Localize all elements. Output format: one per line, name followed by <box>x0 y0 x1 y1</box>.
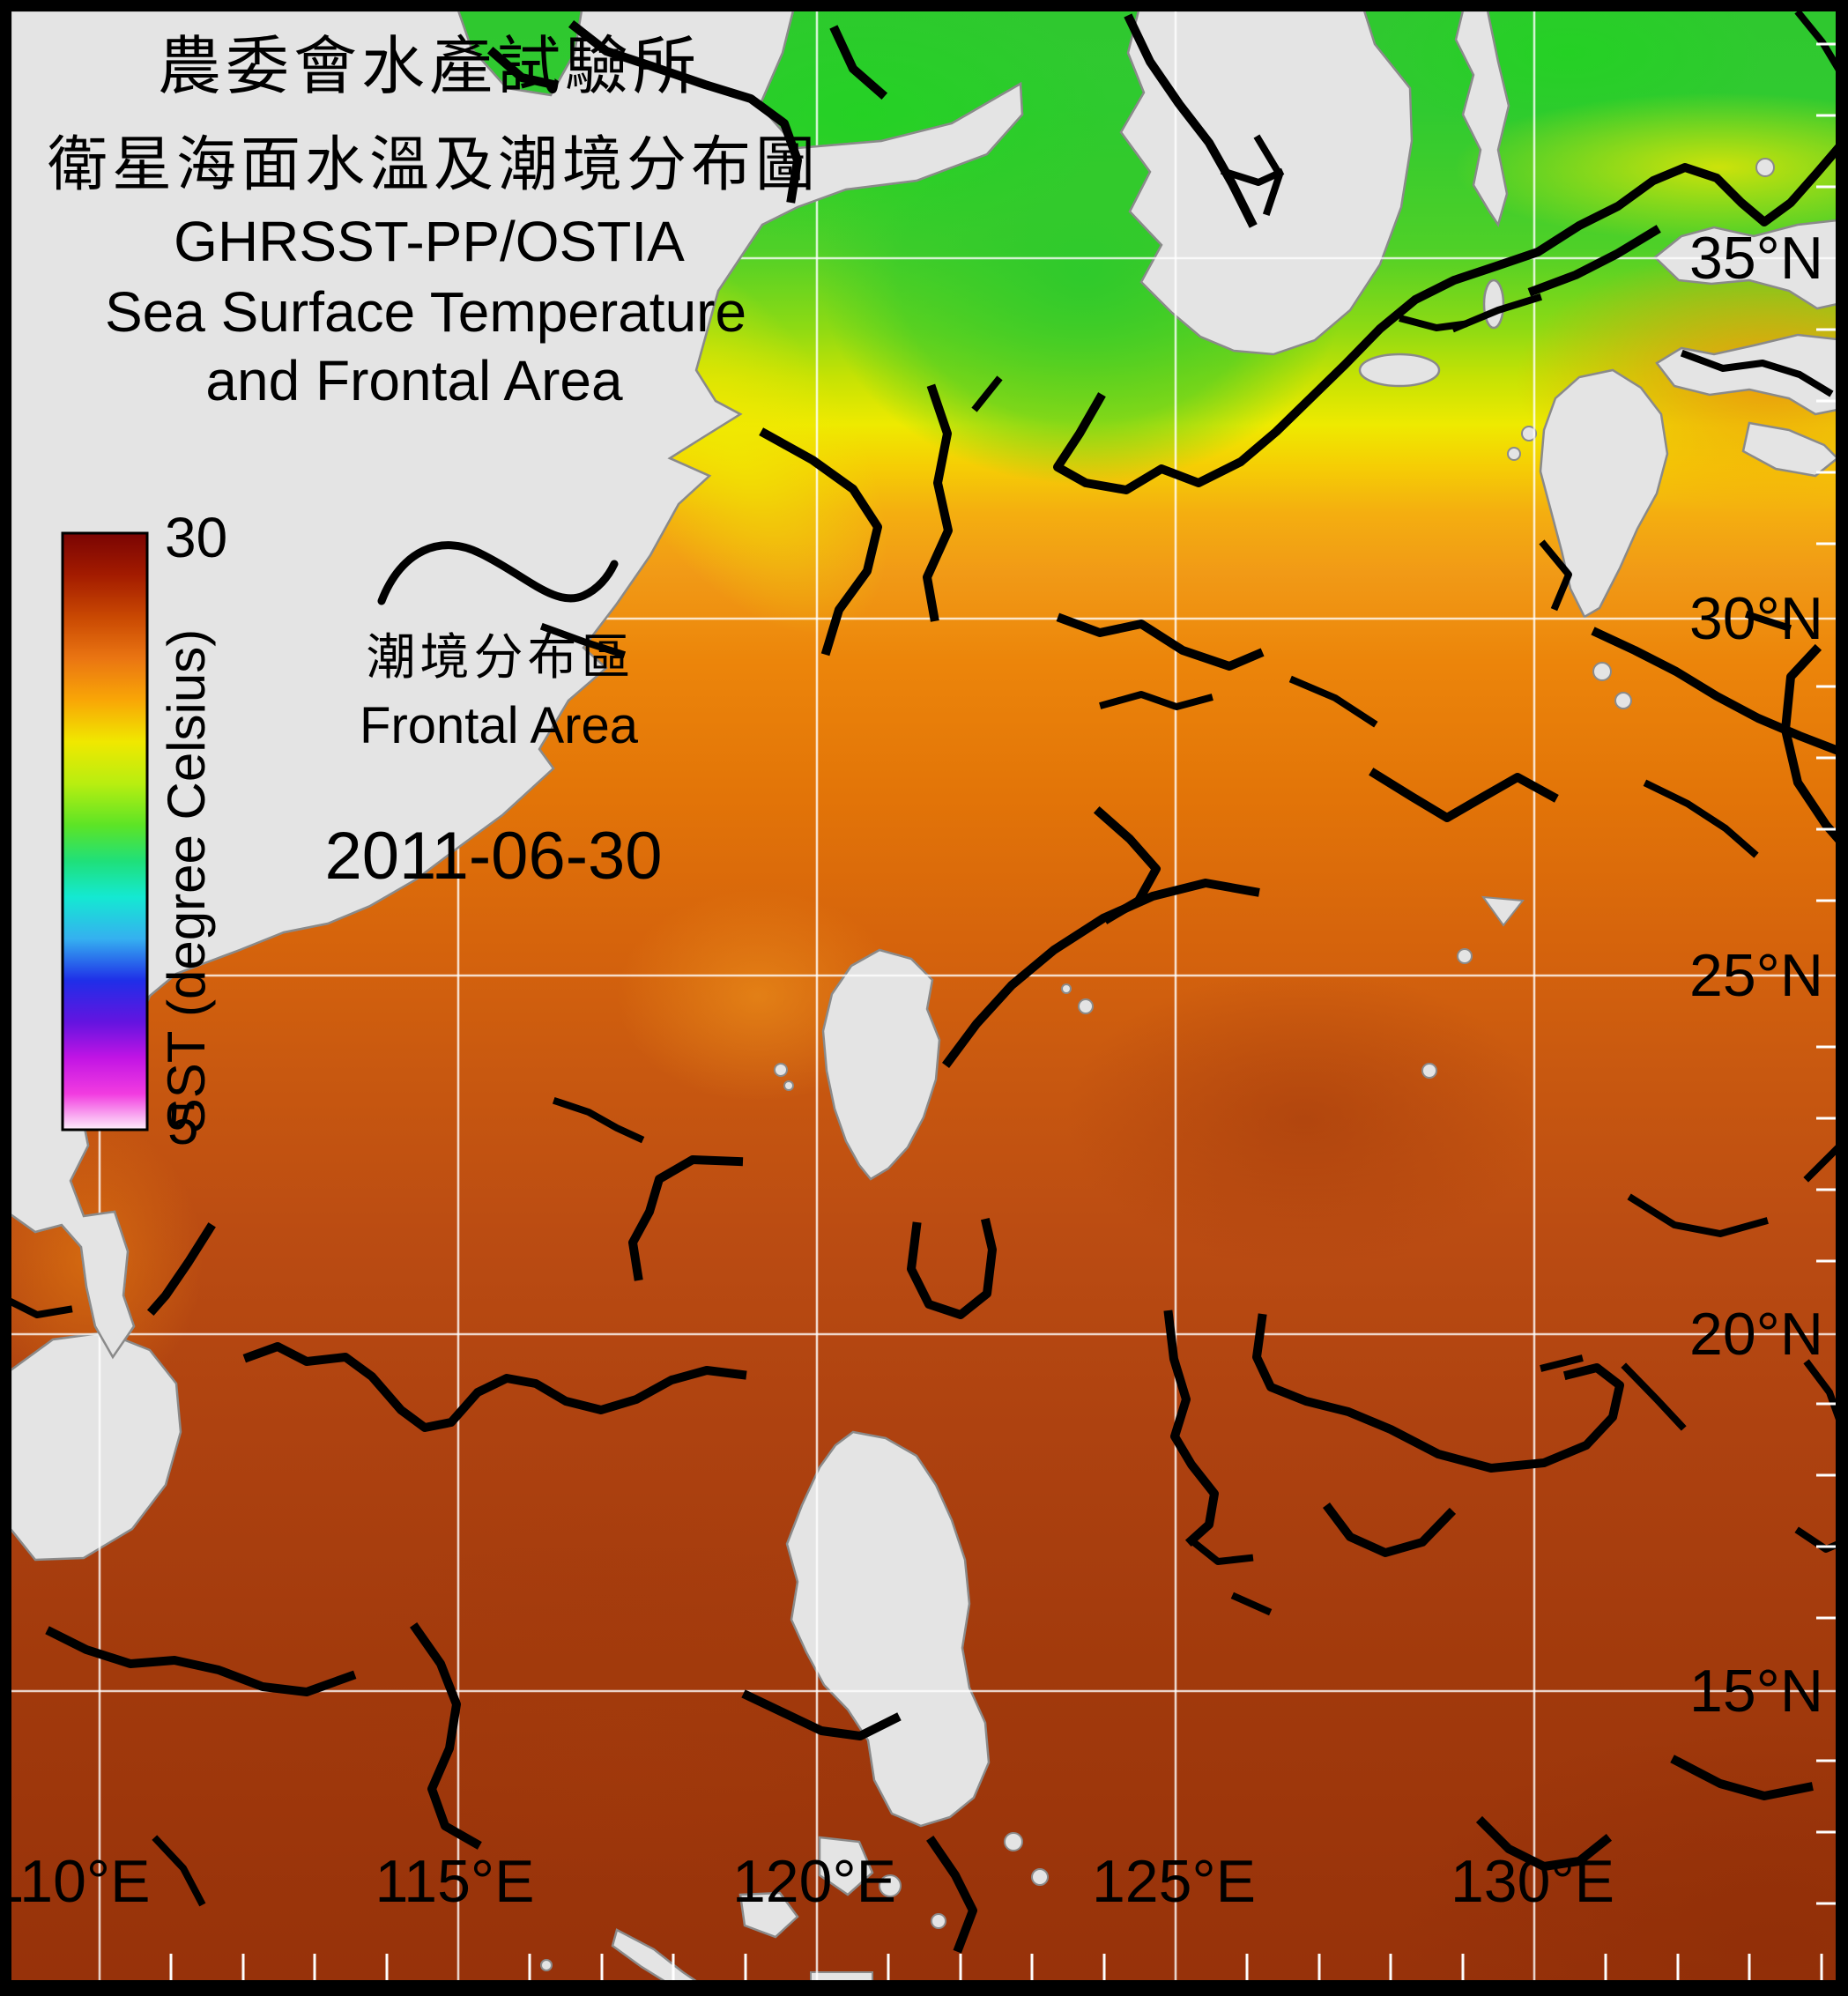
land-tsushima <box>1482 278 1505 330</box>
title-line-1: 農委會水產試驗所 <box>158 32 701 102</box>
land-northeast-coast <box>1454 9 1510 227</box>
degree-tick-marks <box>169 42 1837 1980</box>
lon-label-125e: 125°E <box>1092 1848 1256 1915</box>
lat-label-15n: 15°N <box>1689 1658 1823 1725</box>
lon-label-120e: 120°E <box>732 1848 896 1915</box>
land-amami <box>1481 895 1525 927</box>
title-line-4: Sea Surface Temperature <box>105 280 746 344</box>
land-visayas <box>738 1891 799 1939</box>
land-islet <box>1592 662 1612 681</box>
frontal-legend-label-en: Frontal Area <box>360 697 639 754</box>
frontal-area-legend: 潮境分布區 Frontal Area 2011-06-30 <box>324 541 663 894</box>
land-chugoku <box>1655 333 1839 416</box>
land-islet <box>1061 983 1072 994</box>
land-islet <box>1457 948 1473 964</box>
title-line-2: 衛星海面水溫及潮境分布圖 <box>48 131 820 198</box>
land-islet <box>1078 998 1094 1014</box>
title-line-5: and Frontal Area <box>205 349 623 412</box>
map-date: 2011-06-30 <box>324 819 662 894</box>
graticule-labels: 35°N 30°N 25°N 20°N 15°N 110°E 115°E 120… <box>0 225 1823 1915</box>
land-penghu <box>774 1063 788 1077</box>
lat-label-25n: 25°N <box>1689 942 1823 1009</box>
lon-label-115e: 115°E <box>375 1848 535 1915</box>
colorbar-axis-label: SST (degree Celsius) <box>157 629 216 1133</box>
lon-label-130e: 130°E <box>1451 1848 1614 1915</box>
land-islet <box>540 1959 553 1971</box>
land-islet <box>1507 447 1521 461</box>
land-islet <box>1031 1868 1049 1886</box>
land-kyushu <box>1539 368 1669 619</box>
land-islet <box>1421 1063 1437 1079</box>
sst-colorbar: 30 5 SST (degree Celsius) <box>61 506 227 1156</box>
lat-label-20n: 20°N <box>1689 1301 1823 1368</box>
land-shikoku <box>1741 421 1839 478</box>
title-line-3: GHRSST-PP/OSTIA <box>174 210 685 273</box>
colorbar-gradient <box>61 531 149 1132</box>
land-islet <box>1004 1832 1023 1851</box>
lat-label-30n: 30°N <box>1689 585 1823 652</box>
land-taiwan <box>821 948 941 1181</box>
colorbar-max-label: 30 <box>165 506 227 569</box>
land-mindoro <box>818 1836 874 1896</box>
land-islet <box>1521 426 1537 441</box>
title-block: 農委會水產試驗所 衛星海面水溫及潮境分布圖 GHRSST-PP/OSTIA Se… <box>48 32 820 412</box>
landmasses <box>9 9 1839 1992</box>
frontal-legend-label-zh: 潮境分布區 <box>367 629 635 685</box>
land-jeju <box>1358 352 1441 388</box>
lat-label-35n: 35°N <box>1689 225 1823 292</box>
land-honshu <box>1653 219 1839 310</box>
land-islet <box>1614 692 1632 709</box>
colorbar-min-label: 5 <box>167 1093 199 1156</box>
lon-label-110e: 110°E <box>0 1848 150 1915</box>
frontal-line-symbol-icon <box>377 541 619 605</box>
land-penghu <box>783 1080 794 1091</box>
land-islet <box>931 1913 946 1929</box>
land-ulleungdo <box>1755 158 1775 177</box>
frontal-lines <box>7 9 1845 1954</box>
land-islet <box>879 1874 902 1897</box>
land-luzon <box>785 1430 991 1828</box>
